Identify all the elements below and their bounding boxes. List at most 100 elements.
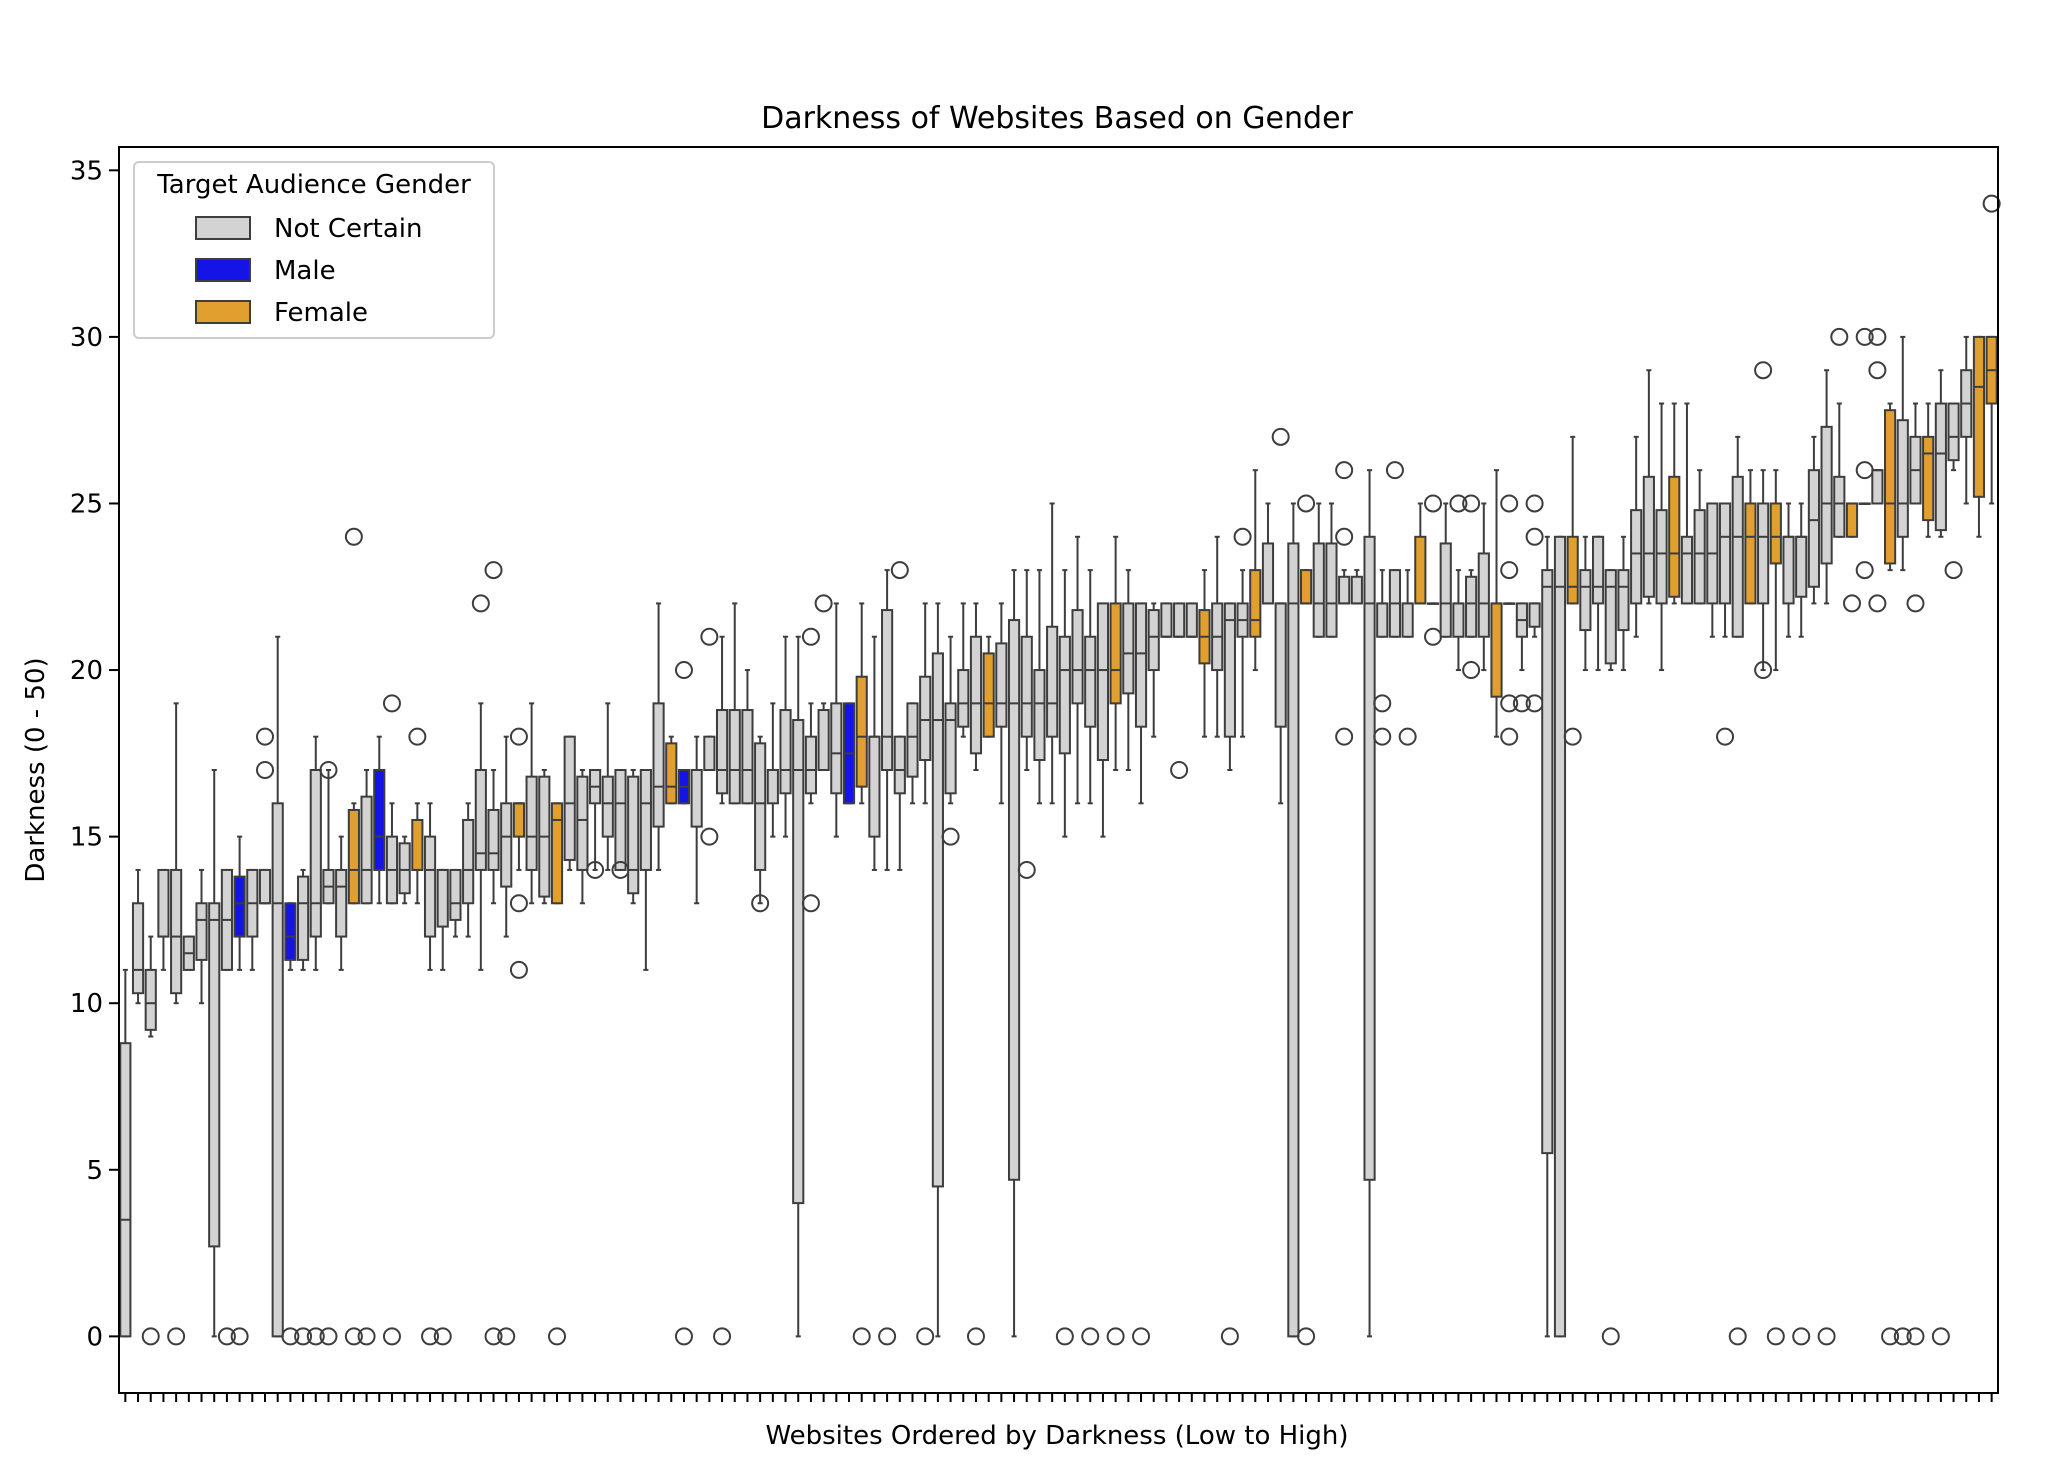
box-iqr	[1134, 602, 1148, 728]
outlier-point	[509, 960, 528, 979]
box-117	[1591, 535, 1605, 672]
box-73	[1033, 569, 1046, 805]
box-iqr	[1591, 535, 1605, 605]
box-iqr	[1147, 609, 1160, 672]
outlier-point	[1017, 860, 1036, 879]
box-138	[1855, 327, 1874, 580]
box-140	[1881, 402, 1900, 1346]
box-79	[1106, 535, 1125, 1346]
box-142	[1906, 402, 1925, 1346]
box-iqr	[284, 902, 297, 961]
box-iqr	[131, 902, 145, 995]
box-iqr	[1718, 502, 1732, 605]
box-55	[801, 627, 820, 913]
box-103	[1414, 502, 1427, 605]
box-iqr	[1477, 552, 1490, 638]
box-4	[157, 868, 170, 971]
box-iqr	[1007, 619, 1021, 1181]
box-71	[1007, 569, 1021, 1338]
box-iqr	[1604, 569, 1617, 665]
box-36	[563, 735, 576, 871]
outlier-point	[878, 1327, 897, 1346]
box-iqr	[1680, 535, 1694, 605]
box-iqr	[1160, 602, 1173, 638]
box-125	[1693, 469, 1706, 605]
box-27	[449, 868, 462, 938]
outlier-point	[1563, 727, 1582, 746]
box-105	[1439, 502, 1452, 638]
box-147	[1972, 335, 1986, 538]
box-iqr	[1528, 602, 1541, 628]
box-92	[1271, 427, 1290, 805]
box-127	[1716, 502, 1735, 746]
box-28	[462, 802, 475, 938]
box-110	[1500, 494, 1519, 746]
box-17	[319, 761, 338, 1346]
box-iqr	[741, 709, 754, 805]
outlier-point	[1792, 1327, 1811, 1346]
box-81	[1132, 602, 1151, 1346]
box-iqr	[398, 842, 411, 895]
box-iqr	[1871, 469, 1884, 505]
outlier-point	[1855, 561, 1874, 580]
box-38	[586, 769, 605, 879]
outlier-point	[294, 1327, 313, 1346]
box-67	[957, 602, 970, 738]
box-135	[1817, 369, 1836, 1346]
box-72	[1017, 569, 1036, 879]
box-42	[639, 769, 652, 971]
legend-swatch-female	[195, 300, 251, 324]
box-iqr	[1579, 569, 1592, 632]
box-18	[335, 835, 348, 971]
box-65	[931, 602, 944, 1338]
box-iqr	[474, 769, 487, 871]
box-129	[1744, 469, 1757, 605]
box-35	[548, 802, 567, 1346]
box-93	[1287, 502, 1300, 1338]
box-108	[1477, 502, 1490, 672]
box-40	[611, 769, 630, 879]
legend: Target Audience Gender Not Certain Male Fe…	[133, 161, 495, 339]
box-49	[728, 602, 741, 805]
box-iqr	[804, 735, 818, 795]
box-iqr	[436, 868, 449, 928]
box-iqr	[766, 769, 779, 805]
outlier-point	[484, 1327, 503, 1346]
box-78	[1096, 602, 1110, 838]
outlier-point	[1944, 561, 1963, 580]
outlier-point	[852, 1327, 871, 1346]
box-90	[1249, 469, 1262, 672]
box-87	[1211, 535, 1224, 738]
box-50	[741, 669, 754, 805]
box-69	[982, 635, 995, 738]
box-86	[1198, 569, 1211, 738]
outlier-point	[1893, 1327, 1912, 1346]
box-iqr	[817, 709, 830, 772]
box-iqr	[1807, 469, 1820, 588]
outlier-point	[1906, 1327, 1925, 1346]
box-iqr	[297, 875, 310, 961]
box-112	[1525, 494, 1544, 713]
box-iqr	[462, 818, 475, 905]
box-iqr	[1947, 402, 1960, 462]
box-21	[373, 735, 386, 905]
outlier-point	[1868, 327, 1887, 346]
box-iqr	[576, 775, 589, 871]
box-iqr	[1261, 542, 1275, 605]
box-iqr	[792, 719, 805, 1205]
box-iqr	[1566, 535, 1579, 605]
outlier-point	[1106, 1327, 1125, 1346]
box-113	[1541, 535, 1554, 1338]
outlier-point	[509, 727, 528, 746]
box-iqr	[1845, 502, 1859, 538]
box-136	[1830, 327, 1849, 538]
box-26	[433, 868, 452, 1346]
y-tick-label: 30	[70, 323, 103, 353]
box-57	[830, 602, 843, 838]
outlier-point	[256, 727, 275, 746]
outlier-point	[1462, 661, 1481, 680]
box-iqr	[1071, 609, 1084, 705]
box-39	[601, 702, 614, 871]
box-141	[1893, 335, 1912, 1346]
outlier-point	[941, 827, 960, 846]
